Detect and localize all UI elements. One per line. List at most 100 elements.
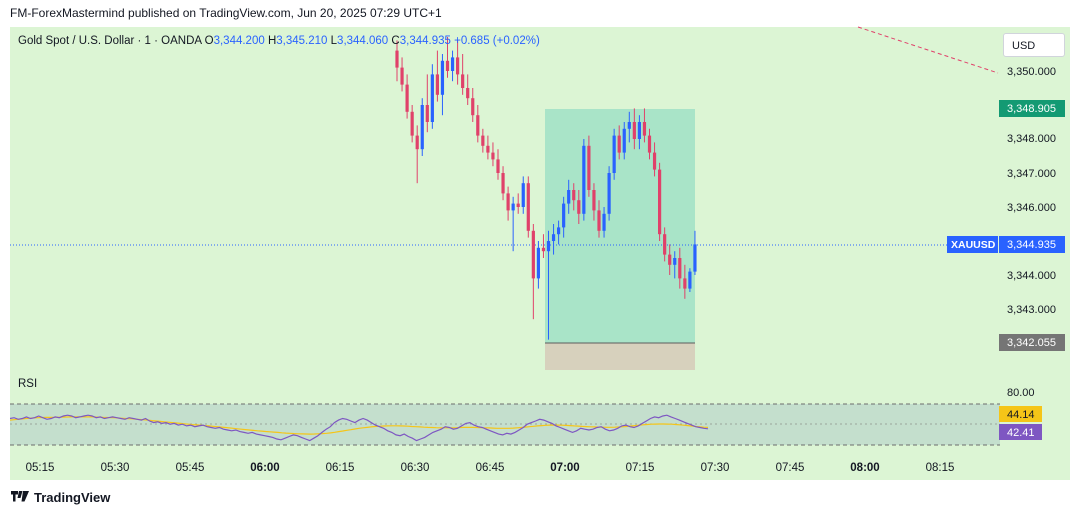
candle-body [531, 230, 535, 279]
candle-body [430, 74, 434, 122]
candle-body [526, 183, 530, 231]
target-price-label: 3,348.905 [1007, 103, 1056, 115]
last-price-label: 3,344.935 [1007, 239, 1056, 251]
candle-body [557, 227, 561, 235]
price-tick: 3,350.000 [1007, 66, 1056, 78]
candle-body [425, 105, 429, 122]
candle-body [647, 135, 652, 153]
candle-body [668, 254, 672, 265]
candle-body [551, 234, 556, 241]
time-tick: 06:30 [401, 462, 430, 474]
candle-body [461, 74, 465, 88]
rsi-title: RSI [18, 378, 38, 390]
time-tick: 07:30 [701, 462, 730, 474]
candle-body [511, 203, 515, 211]
candle-body [637, 122, 641, 139]
candle-body [627, 122, 631, 129]
open-label: O [204, 35, 214, 47]
candle-body [642, 122, 647, 136]
price-tick: 3,344.000 [1007, 270, 1056, 282]
rsi-ma-label: 44.14 [1007, 409, 1035, 421]
candle-body [415, 135, 419, 150]
last-price-box [999, 236, 1065, 253]
candle-body [597, 210, 601, 231]
candle-body [587, 145, 591, 190]
candle-body [652, 152, 657, 170]
time-tick: 06:45 [476, 462, 505, 474]
candle-body [602, 213, 606, 231]
candle-body [536, 247, 540, 279]
candle-body [693, 244, 697, 272]
target-price-box [999, 100, 1065, 117]
candle-body [506, 193, 510, 211]
time-axis[interactable]: 05:15 05:30 05:45 06:00 06:15 06:30 06:4… [26, 462, 955, 474]
rsi-line [10, 414, 709, 442]
candle-body [541, 247, 546, 252]
price-tick: 3,343.000 [1007, 304, 1056, 316]
stop-price-box [999, 334, 1065, 351]
candle-body [456, 57, 460, 75]
price-axis[interactable]: 3,350.000 3,348.000 3,347.000 3,346.000 … [1007, 66, 1056, 316]
footer-text: TradingView [34, 490, 111, 505]
candle-body [663, 234, 667, 255]
candle-body [683, 278, 687, 289]
rsi-axis-80: 80.00 [1007, 387, 1035, 399]
symbol-tag-label: XAUUSD [951, 239, 996, 251]
time-tick: 08:15 [926, 462, 955, 474]
candle-body [577, 200, 581, 214]
time-tick: 06:15 [326, 462, 355, 474]
candle-body [501, 173, 505, 194]
candle-body [562, 203, 566, 228]
ohlc-legend[interactable]: Gold Spot / U.S. Dollar · 1 · OANDA O 3,3… [18, 35, 540, 47]
time-tick: 05:30 [101, 462, 130, 474]
change-value: +0.685 (+0.02%) [454, 35, 540, 47]
candle-body [405, 84, 409, 112]
candle-body [435, 74, 439, 95]
candle-body [607, 173, 611, 214]
candle-body [445, 60, 450, 71]
candle-body [481, 135, 485, 146]
candle-body [673, 258, 677, 265]
price-tick: 3,347.000 [1007, 168, 1056, 180]
candle-body [400, 67, 404, 85]
time-tick: 07:15 [626, 462, 655, 474]
candle-body [486, 145, 490, 153]
candle-body [592, 190, 596, 211]
candle-body [688, 271, 692, 289]
candle-body [572, 190, 576, 201]
candle-body [658, 169, 662, 235]
candle-body [466, 88, 470, 99]
candle-body [521, 183, 525, 207]
candle-body [582, 145, 586, 214]
candle-body [420, 105, 424, 150]
candle-body [476, 115, 480, 136]
rsi-value-box [999, 424, 1042, 440]
low-label: L [330, 35, 338, 47]
time-tick: 08:00 [850, 462, 879, 474]
tradingview-logo-icon [11, 490, 29, 501]
candle-body [450, 57, 455, 71]
candle-body [622, 128, 626, 153]
loss-zone[interactable] [545, 343, 695, 370]
trend-line[interactable] [857, 26, 999, 74]
high-label: H [267, 35, 277, 47]
price-tick: 3,346.000 [1007, 202, 1056, 214]
rsi-value-label: 42.41 [1007, 427, 1035, 439]
time-tick: 07:00 [550, 462, 579, 474]
rsi-pane [10, 403, 1000, 446]
candle-body [546, 241, 551, 252]
symbol-tag [947, 236, 998, 253]
candle-body [612, 135, 616, 173]
publish-header: FM-ForexMastermind published on TradingV… [10, 6, 442, 20]
time-tick: 06:00 [250, 462, 279, 474]
currency-button[interactable]: USD [1003, 33, 1065, 57]
candle-body [516, 203, 520, 207]
footer-brand[interactable]: TradingView [10, 490, 110, 505]
close-value: 3,344.935 [399, 35, 451, 47]
symbol-title: Gold Spot / U.S. Dollar · 1 · OANDA [18, 35, 202, 47]
candle-body [471, 98, 475, 116]
candle-body [496, 159, 500, 173]
close-label: C [391, 35, 400, 47]
time-tick: 05:45 [176, 462, 205, 474]
